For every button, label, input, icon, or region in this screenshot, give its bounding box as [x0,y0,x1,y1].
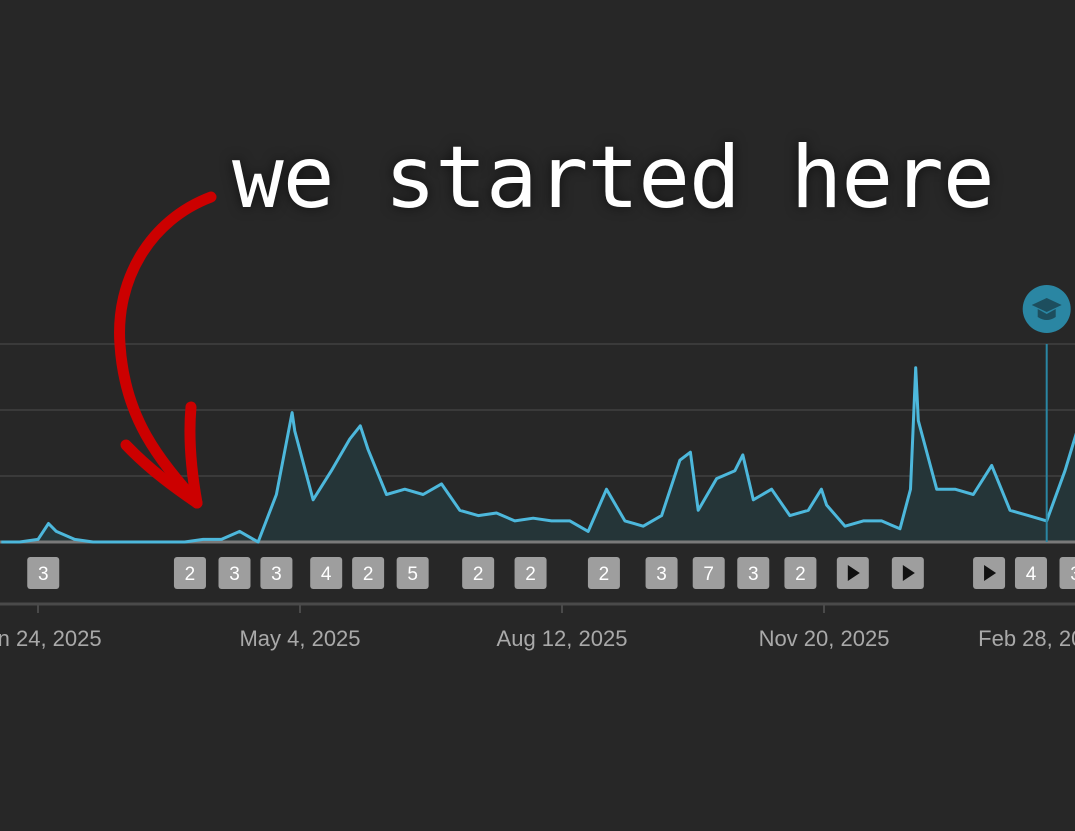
badge-box [645,557,678,589]
badge-box [218,557,251,589]
badge-label: 3 [656,564,667,585]
event-badge[interactable]: 3 [260,557,293,589]
badge-box [260,557,293,589]
badge-box [27,557,60,589]
event-badge[interactable] [891,557,924,589]
cap-band [1037,309,1056,320]
series-area [1,367,1075,542]
badge-box [310,557,343,589]
event-badge[interactable] [973,557,1006,589]
badge-label: 3 [229,564,240,585]
graduation-cap-icon [1022,285,1071,333]
event-badge[interactable]: 2 [784,557,817,589]
event-badge[interactable]: 3 [27,557,60,589]
event-badge[interactable]: 2 [173,557,206,589]
event-badge[interactable]: 4 [310,557,343,589]
x-tick-label: Jan 24, 2025 [0,626,102,651]
badge-label: 3 [1070,564,1075,585]
event-badge[interactable]: 2 [514,557,547,589]
badge-box [692,557,725,589]
event-badge[interactable]: 3 [1059,557,1075,589]
x-tick-label: May 4, 2025 [239,626,360,651]
badge-label: 3 [271,564,282,585]
badge-label: 5 [407,564,418,585]
event-badge[interactable]: 2 [462,557,495,589]
event-badge[interactable]: 7 [692,557,725,589]
badge-label: 7 [703,564,714,585]
badge-box [737,557,770,589]
x-tick-label: Feb 28, 2026 [978,626,1075,651]
badge-label: 2 [363,564,374,585]
play-icon [902,565,915,581]
event-badge[interactable]: 2 [352,557,385,589]
event-badge[interactable]: 3 [645,557,678,589]
x-tick-label: Aug 12, 2025 [497,626,628,651]
badge-box [396,557,429,589]
badge-label: 2 [599,564,610,585]
play-icon [847,565,860,581]
badge-label: 3 [38,564,49,585]
x-tick-label: Nov 20, 2025 [759,626,890,651]
badge-label: 4 [1026,564,1037,585]
badge-box [587,557,620,589]
badge-box [173,557,206,589]
event-badge[interactable]: 3 [218,557,251,589]
badge-label: 2 [795,564,806,585]
badge-box [1014,557,1047,589]
annotation-text: we started here [232,128,995,228]
badge-box [462,557,495,589]
cap-top [1031,298,1062,312]
badge-label: 2 [185,564,196,585]
badge-label: 2 [473,564,484,585]
play-icon [984,565,997,581]
badge-box [514,557,547,589]
badge-label: 4 [321,564,332,585]
event-badge[interactable]: 2 [587,557,620,589]
badge-label: 3 [748,564,759,585]
badge-box [1059,557,1075,589]
event-badge[interactable]: 3 [737,557,770,589]
event-badge[interactable] [836,557,869,589]
badge-box [352,557,385,589]
badge-label: 2 [525,564,536,585]
badge-box [784,557,817,589]
series-line [1,366,1075,544]
event-badge[interactable]: 4 [1014,557,1047,589]
event-badge[interactable]: 5 [396,557,429,589]
